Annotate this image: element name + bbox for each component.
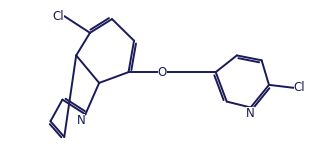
Text: Cl: Cl [294, 81, 305, 94]
Text: Cl: Cl [53, 10, 64, 23]
Text: N: N [246, 108, 255, 120]
Text: O: O [158, 66, 167, 79]
Text: N: N [77, 114, 85, 127]
